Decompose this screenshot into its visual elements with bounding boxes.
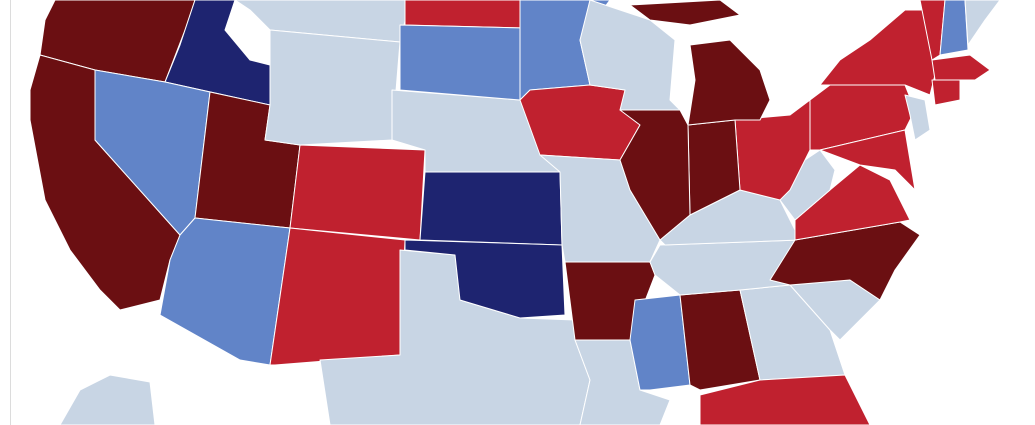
state-region bbox=[619, 109, 691, 241]
state-region bbox=[419, 171, 563, 246]
state-region bbox=[289, 144, 426, 241]
state-region bbox=[264, 29, 401, 146]
state-region bbox=[734, 99, 811, 201]
state-region bbox=[404, 0, 526, 29]
state-region bbox=[819, 129, 916, 191]
state-region bbox=[59, 374, 156, 425]
state-region bbox=[404, 239, 566, 319]
state-region bbox=[629, 294, 691, 391]
states bbox=[29, 0, 1001, 425]
state-region bbox=[629, 0, 741, 26]
state-region bbox=[939, 0, 969, 56]
state-region bbox=[904, 94, 931, 141]
state-region bbox=[579, 0, 681, 111]
state-region bbox=[269, 227, 406, 366]
state-region bbox=[931, 54, 991, 81]
state-region bbox=[399, 24, 526, 101]
state-region bbox=[964, 0, 1001, 46]
state-region bbox=[699, 374, 871, 425]
state-region bbox=[931, 79, 961, 106]
state-region bbox=[519, 84, 641, 161]
state-region bbox=[687, 39, 771, 126]
